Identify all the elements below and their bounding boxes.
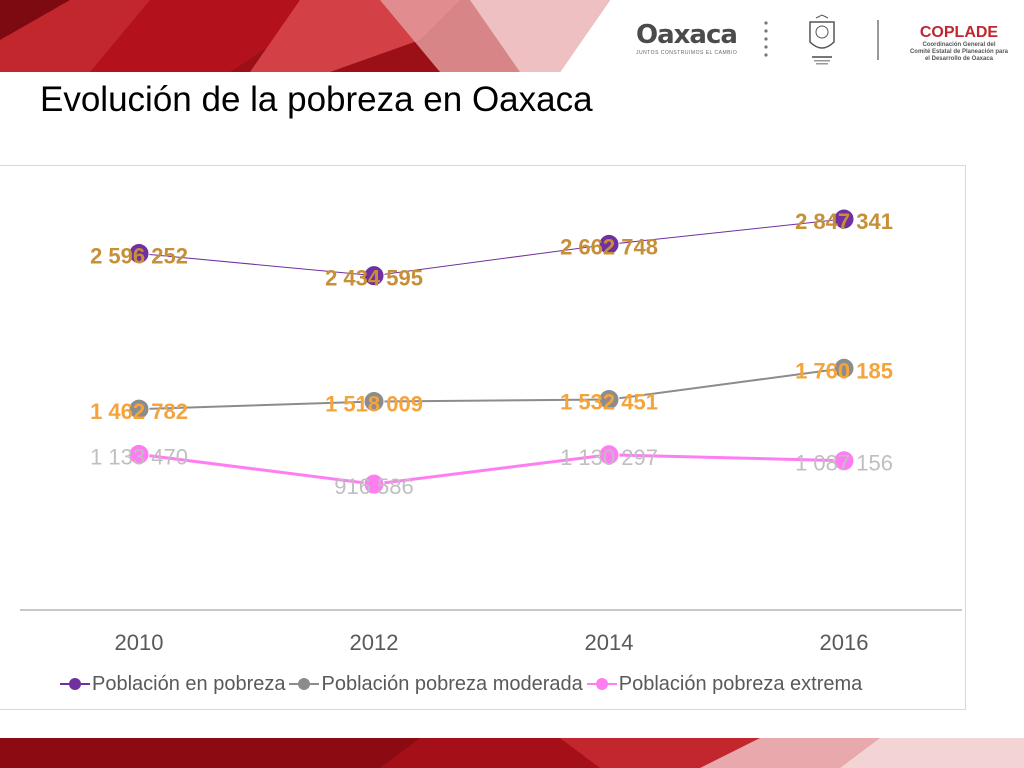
data-label-poblacion-pobreza-extrema: 1 130 297	[560, 445, 658, 470]
data-label-poblacion-pobreza-extrema: 1 087 156	[795, 451, 893, 476]
data-point-poblacion-pobreza-extrema	[833, 450, 855, 472]
series-line-poblacion-pobreza-moderada	[138, 367, 845, 411]
data-point-poblacion-pobreza-moderada	[128, 398, 150, 420]
data-point-poblacion-en-pobreza	[128, 242, 150, 264]
legend-label-poblacion-en-pobreza: Población en pobreza	[92, 672, 286, 695]
data-label-poblacion-pobreza-moderada: 1 462 782	[90, 399, 188, 424]
data-point-poblacion-pobreza-moderada	[598, 389, 620, 411]
data-point-poblacion-pobreza-moderada	[833, 357, 855, 379]
page-title: Evolución de la pobreza en Oaxaca	[40, 80, 593, 119]
data-point-poblacion-en-pobreza	[363, 265, 385, 287]
coplade-logo-sub-3: el Desarrollo de Oaxaca	[924, 56, 994, 62]
data-label-poblacion-en-pobreza: 2 434 595	[325, 266, 423, 291]
x-tick-label: 2012	[350, 630, 399, 655]
data-point-poblacion-pobreza-moderada	[363, 391, 385, 413]
legend-item-poblacion-en-pobreza: Población en pobreza	[60, 673, 285, 696]
legend-label-poblacion-pobreza-moderada: Población pobreza moderada	[321, 672, 583, 695]
data-label-poblacion-pobreza-moderada: 1 760 185	[795, 358, 893, 383]
data-point-poblacion-pobreza-extrema	[598, 444, 620, 466]
data-label-poblacion-en-pobreza: 2 662 748	[560, 234, 658, 259]
data-point-poblacion-pobreza-extrema	[128, 443, 150, 465]
state-seal-icon	[809, 14, 835, 65]
data-label-poblacion-pobreza-moderada: 1 532 451	[560, 390, 658, 415]
legend-item-poblacion-pobreza-moderada: Población pobreza moderada	[289, 672, 583, 696]
coplade-logo-word: COPLADE	[919, 24, 999, 41]
x-tick-label: 2014	[585, 630, 634, 655]
x-tick-label: 2010	[115, 630, 164, 655]
series-line-poblacion-en-pobreza	[138, 218, 845, 277]
data-label-poblacion-pobreza-extrema: 916 586	[334, 474, 414, 499]
coplade-logo-sub-1: Coordinación General del	[922, 42, 996, 48]
data-label-poblacion-pobreza-extrema: 1 133 470	[90, 444, 188, 469]
oaxaca-logo-tagline: JUNTOS CONSTRUIMOS EL CAMBIO	[636, 50, 738, 56]
header-banner	[0, 0, 610, 72]
legend-key-poblacion-pobreza-extrema	[586, 678, 617, 690]
data-point-poblacion-en-pobreza	[833, 208, 855, 230]
data-label-poblacion-en-pobreza: 2 596 252	[90, 243, 188, 268]
data-label-poblacion-en-pobreza: 2 847 341	[795, 209, 893, 234]
legend-item-poblacion-pobreza-extrema: Población pobreza extrema	[586, 672, 863, 696]
coplade-logo: COPLADE Coordinación General del Comité …	[904, 24, 1014, 63]
dots-divider-icon	[764, 21, 768, 57]
data-label-poblacion-pobreza-moderada: 1 518 009	[325, 392, 423, 417]
legend-label-poblacion-pobreza-extrema: Población pobreza extrema	[618, 672, 863, 695]
footer-band	[0, 738, 1024, 768]
data-point-poblacion-en-pobreza	[598, 233, 620, 255]
legend-key-poblacion-en-pobreza	[60, 678, 90, 690]
series-line-poblacion-pobreza-extrema	[138, 452, 845, 486]
legend-key-poblacion-pobreza-moderada	[289, 678, 320, 690]
x-tick-label: 2016	[820, 630, 869, 655]
oaxaca-logo: Oaxaca JUNTOS CONSTRUIMOS EL CAMBIO	[636, 20, 738, 56]
oaxaca-logo-word: Oaxaca	[636, 20, 738, 50]
data-point-poblacion-pobreza-extrema	[363, 473, 385, 495]
logo-divider	[877, 20, 879, 60]
coplade-logo-sub-2: Comité Estatal de Planeación para	[909, 49, 1009, 55]
chart-legend: Población en pobreza Población pobreza mo…	[60, 671, 866, 697]
